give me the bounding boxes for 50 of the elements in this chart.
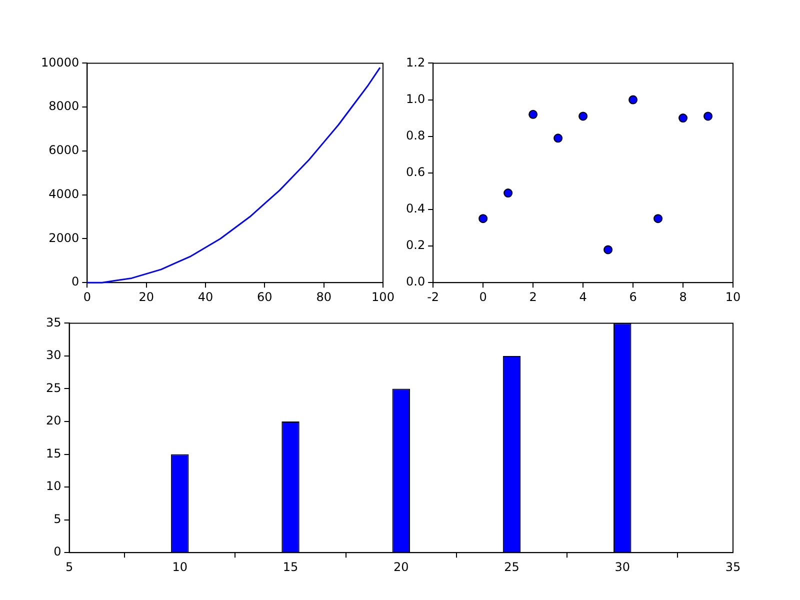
y-tick-label: 0 [72,274,80,289]
y-tick-label: 0.2 [406,238,426,252]
point [654,214,663,224]
y-tick-label: 8000 [48,99,80,114]
x-tick-label: 20 [393,560,409,574]
x-tick-label: 15 [282,560,298,574]
x-tick-label: 10 [172,560,188,574]
x-tick-label: 25 [504,560,520,574]
y-tick-label: 6000 [48,143,80,158]
x-tick-label: 0 [479,290,487,304]
y-tick-label: 0.4 [406,202,426,216]
x-tick-label: 10 [725,290,741,304]
y-tick-label: 1.0 [406,92,426,106]
point [628,95,638,104]
x-tick-label: 6 [629,290,637,304]
x-tick-label: 4 [579,290,587,304]
y-tick-label: 0.8 [406,128,426,142]
y-tick-label: 0 [54,544,62,559]
x-tick-label: 35 [725,560,741,574]
x-tick-label: 30 [614,560,630,574]
point [554,134,563,143]
y-tick-label: 10000 [40,55,80,70]
point [528,110,538,119]
y-tick-label: 35 [46,315,62,330]
x-tick-label: 0 [83,290,91,304]
y-tick-label: 15 [46,446,62,460]
x-tick-label: 80 [316,290,332,304]
y-tick-label: 10 [46,479,62,494]
y-tick-label: 0.0 [406,274,426,289]
x-tick-label: 20 [138,290,154,304]
point [678,114,688,123]
y-tick-label: 1.2 [406,55,426,70]
x-tick-label: 60 [257,290,272,304]
point [478,214,488,224]
x-tick-label: -2 [427,290,440,304]
point [704,112,713,121]
x-tick-label: 40 [198,290,214,304]
point [604,245,613,254]
x-tick-label: 8 [679,290,687,304]
point [578,112,588,121]
y-tick-label: 5 [54,512,62,526]
y-tick-label: 25 [46,380,62,395]
y-tick-label: 30 [46,348,62,362]
x-tick-label: 100 [372,290,394,304]
y-tick-label: 4000 [48,186,80,201]
y-tick-label: 0.6 [406,165,426,180]
y-tick-label: 2000 [48,230,80,245]
x-tick-label: 2 [529,290,537,304]
point [504,188,513,198]
y-tick-label: 20 [46,414,62,428]
